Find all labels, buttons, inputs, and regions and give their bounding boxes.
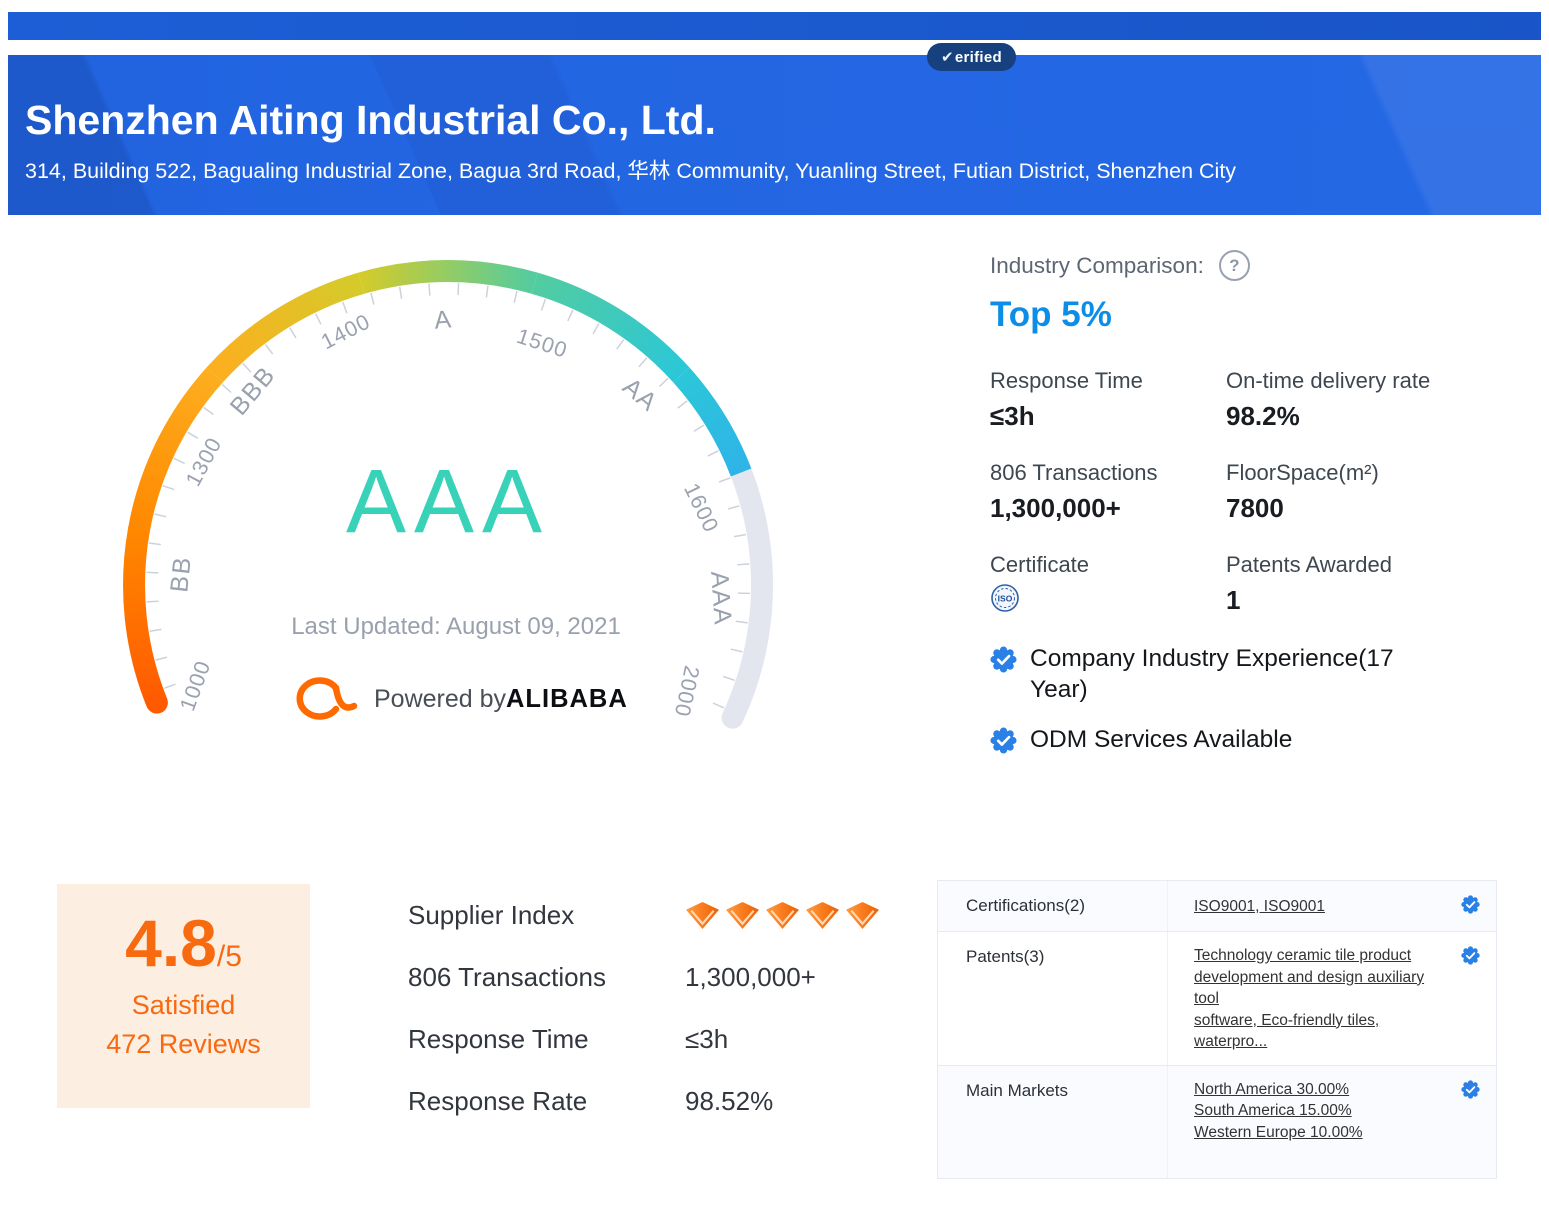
verified-badge-label: erified xyxy=(954,48,1002,66)
verified-badge: ✔ erified xyxy=(927,43,1016,71)
patents-link[interactable]: development and design auxiliary tool xyxy=(1194,968,1425,1008)
verified-seal-icon xyxy=(1460,895,1480,914)
rating-gauge-svg: 1000 BB 1300 BBB 1400 A 1500 AA 1600 AAA… xyxy=(123,260,773,729)
verified-seal-icon xyxy=(990,727,1017,754)
gauge-scale-label: 2000 xyxy=(670,664,704,720)
market-link[interactable]: Western Europe 10.00% xyxy=(1194,1123,1363,1141)
gauge-scale-label: 1000 xyxy=(175,657,215,714)
review-count: 472 Reviews xyxy=(106,1029,261,1059)
patents-link[interactable]: software, Eco-friendly tiles, waterpro..… xyxy=(1194,1011,1380,1051)
gauge-scale-label: 1500 xyxy=(514,324,571,363)
table-row-patents: Patents(3) Technology ceramic tile produ… xyxy=(938,931,1496,1065)
market-link[interactable]: South America 15.00% xyxy=(1194,1102,1352,1119)
stat-response-time: Response Time ≤3h xyxy=(990,368,1143,431)
verified-seal-icon xyxy=(1460,1079,1480,1099)
company-name: Shenzhen Aiting Industrial Co., Ltd. xyxy=(25,97,716,143)
patents-link[interactable]: Technology ceramic tile product xyxy=(1194,947,1412,964)
credit-gauge: 1000 BB 1300 BBB 1400 A 1500 AA 1600 AAA… xyxy=(112,243,792,743)
stat-transactions: 806 Transactions 1,300,000+ xyxy=(990,460,1158,523)
gauge-scale-label: AAA xyxy=(705,570,737,626)
table-row-certifications: Certifications(2) ISO9001, ISO9001 xyxy=(938,881,1496,931)
powered-by-text: Powered by xyxy=(374,685,507,713)
gauge-arc-rest xyxy=(721,461,773,729)
company-address: 314, Building 522, Bagualing Industrial … xyxy=(25,159,1237,183)
diamond-medal-icon xyxy=(725,900,760,930)
stat-patents-awarded: Patents Awarded 1 xyxy=(1226,552,1392,615)
check-icon: ✔ xyxy=(941,49,954,66)
badge-industry-experience: Company Industry Experience(17 Year) xyxy=(990,643,1455,705)
gauge-arc-seg xyxy=(673,367,752,477)
gauge-last-updated: Last Updated: August 09, 2021 xyxy=(291,613,621,640)
gauge-arc-seg xyxy=(206,272,365,383)
verified-seal-icon xyxy=(1460,946,1480,965)
industry-comparison-label: Industry Comparison: xyxy=(990,252,1204,278)
review-score-card: 4.8 /5 Satisfied 472 Reviews xyxy=(57,884,310,1108)
svg-text:ISO: ISO xyxy=(998,594,1013,604)
transactions-row: 806 Transactions 1,300,000+ xyxy=(408,961,816,992)
response-time-row: Response Time ≤3h xyxy=(408,1023,729,1054)
review-satisfied-label: Satisfied xyxy=(131,990,236,1020)
gauge-ticks xyxy=(146,283,750,709)
table-row-main-markets: Main Markets North America 30.00% South … xyxy=(938,1064,1496,1178)
stat-certificate: Certificate ISO xyxy=(990,552,1226,620)
badge-odm-services: ODM Services Available xyxy=(990,724,1455,755)
gauge-arc-seg xyxy=(127,367,223,533)
supplier-index-row: Supplier Index xyxy=(408,884,938,946)
industry-comparison-panel: Industry Comparison: ? Top 5% Response T… xyxy=(990,250,1495,755)
response-rate-row: Response Rate 98.52% xyxy=(408,1085,774,1116)
company-details-table: Certifications(2) ISO9001, ISO9001 Paten… xyxy=(937,880,1497,1179)
supplier-index-panel: Supplier Index 806 Transactions 1,300,00… xyxy=(408,884,938,1132)
gauge-scale-label: BB xyxy=(165,555,197,594)
gauge-arc-seg xyxy=(531,272,690,383)
review-score-denominator: /5 xyxy=(216,940,242,973)
capability-badges: Company Industry Experience(17 Year) ODM… xyxy=(990,643,1495,755)
industry-stats-grid: Response Time ≤3h On-time delivery rate … xyxy=(990,368,1495,620)
iso-certificate-icon: ISO xyxy=(991,584,1019,612)
verified-seal-icon xyxy=(990,646,1017,673)
gauge-scale-label: 1600 xyxy=(679,479,723,536)
gauge-rating-value: AAA xyxy=(346,452,550,552)
company-banner: Shenzhen Aiting Industrial Co., Ltd. 314… xyxy=(8,55,1541,215)
supplier-index-diamonds xyxy=(685,900,880,930)
industry-top-rank: Top 5% xyxy=(990,295,1112,334)
gauge-arc-seg xyxy=(123,519,168,714)
stat-floorspace: FloorSpace(m²) 7800 xyxy=(1226,460,1379,523)
gauge-scale-label: 1300 xyxy=(181,433,227,490)
stat-ontime-delivery: On-time delivery rate 98.2% xyxy=(1226,368,1431,431)
alibaba-logo-icon xyxy=(296,677,358,720)
diamond-medal-icon xyxy=(765,900,800,930)
gauge-scale-label: 1400 xyxy=(317,309,374,354)
alibaba-wordmark: ALIBABA xyxy=(506,685,628,713)
diamond-medal-icon xyxy=(845,900,880,930)
top-blue-bar xyxy=(8,12,1541,40)
certifications-link[interactable]: ISO9001, ISO9001 xyxy=(1194,898,1325,915)
help-icon[interactable]: ? xyxy=(1218,250,1250,281)
diamond-medal-icon xyxy=(805,900,840,930)
diamond-medal-icon xyxy=(685,900,720,930)
gauge-scale-label: AA xyxy=(617,372,663,417)
gauge-scale-label: A xyxy=(433,305,454,334)
review-score: 4.8 xyxy=(125,906,217,980)
market-link[interactable]: North America 30.00% xyxy=(1194,1080,1350,1098)
gauge-arc-seg xyxy=(358,260,538,294)
